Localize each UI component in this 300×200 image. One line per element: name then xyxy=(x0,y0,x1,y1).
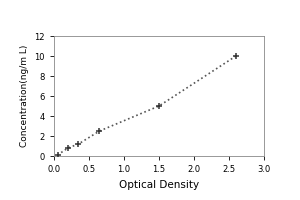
X-axis label: Optical Density: Optical Density xyxy=(119,180,199,190)
Y-axis label: Concentration(ng/m L): Concentration(ng/m L) xyxy=(20,45,29,147)
